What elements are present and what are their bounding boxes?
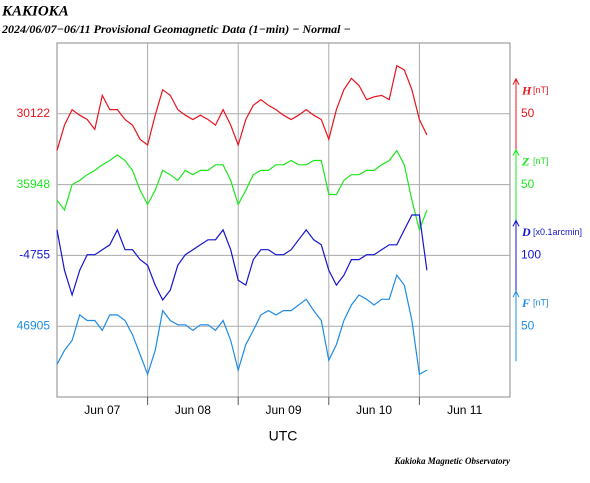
legend-name: F (521, 296, 530, 310)
scale-arrow (512, 77, 520, 86)
y-tick-label: 35948 (17, 177, 51, 191)
legend-name: D (521, 225, 531, 239)
legend-unit: [nT] (533, 298, 549, 308)
scale-label: 50 (521, 318, 535, 332)
scale-arrow (512, 219, 520, 227)
x-tick-label: Jun 11 (447, 403, 482, 417)
chart-subtitle: 2024/06/07−06/11 Provisional Geomagnetic… (1, 22, 351, 36)
legend-unit: [nT] (533, 85, 549, 95)
chart-title: KAKIOKA (1, 3, 69, 19)
x-tick-label: Jun 08 (175, 403, 211, 417)
series-line (56, 64, 428, 151)
legend-name: H (521, 84, 532, 98)
y-tick-label: 46905 (17, 318, 51, 332)
series-line (56, 214, 428, 302)
scale-label: 50 (521, 106, 535, 120)
plot-frame (56, 42, 511, 398)
series-line (56, 149, 428, 232)
series-line (56, 273, 428, 377)
y-tick-label: -4755 (19, 248, 50, 262)
x-tick-label: Jun 07 (84, 403, 120, 417)
scale-label: 100 (521, 248, 541, 262)
scale-arrow (512, 290, 520, 298)
legend-name: Z (521, 154, 530, 168)
scale-arrow (512, 148, 520, 156)
y-tick-label: 30122 (17, 106, 51, 120)
x-tick-label: Jun 09 (265, 403, 301, 417)
legend-unit: [nT] (533, 156, 549, 166)
legend-unit: [x0.1arcmin] (533, 227, 582, 237)
x-tick-label: Jun 10 (356, 403, 392, 417)
credit: Kakioka Magnetic Observatory (394, 456, 511, 466)
scale-label: 50 (521, 177, 535, 191)
x-axis-title: UTC (269, 428, 298, 444)
